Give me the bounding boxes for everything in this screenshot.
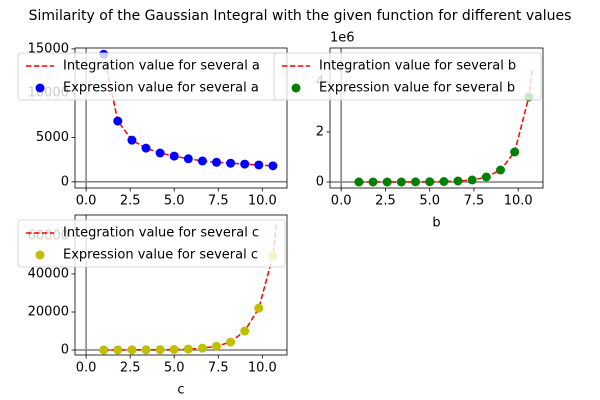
expression-point — [212, 341, 222, 351]
y-tick-label: 5000 — [36, 130, 69, 145]
x-tick-label: 7.5 — [208, 361, 229, 376]
x-axis-label: c — [177, 383, 184, 398]
legend: Integration value for several a Expressio… — [17, 52, 286, 101]
expression-point — [268, 161, 278, 171]
expression-point — [396, 177, 406, 187]
expression-point — [368, 177, 378, 187]
expression-point — [411, 177, 421, 187]
x-tick-label: 10.0 — [248, 194, 277, 209]
x-tick-label: 5.0 — [164, 194, 185, 209]
expression-point — [226, 337, 236, 347]
expression-point — [169, 344, 179, 354]
expression-point — [183, 154, 193, 164]
expression-point — [240, 326, 250, 336]
legend-box — [17, 219, 286, 268]
expression-point — [254, 160, 264, 170]
axes-frame — [74, 47, 288, 189]
expression-point — [496, 165, 506, 175]
expression-point — [113, 345, 123, 355]
x-tick-label: 2.5 — [120, 361, 141, 376]
expression-point — [467, 175, 477, 185]
offset-label: 1e6 — [330, 31, 355, 46]
y-tick-label: 0 — [61, 343, 69, 358]
y-tick-label: 0 — [316, 175, 324, 190]
expression-point — [197, 343, 207, 353]
legend-label: Expression value for several a — [63, 81, 259, 96]
x-tick-label: 0.0 — [331, 194, 352, 209]
axes-frame — [74, 214, 288, 356]
expression-point — [141, 143, 151, 153]
expression-point — [113, 116, 123, 126]
expression-point — [127, 135, 137, 145]
legend-marker — [35, 250, 45, 260]
x-tick-label: 2.5 — [375, 194, 396, 209]
legend-marker — [291, 83, 301, 93]
x-tick-label: 10.0 — [504, 194, 533, 209]
axes: 0.02.55.07.510.0050001000015000Integrati… — [17, 41, 288, 209]
x-tick-label: 2.5 — [120, 194, 141, 209]
expression-point — [183, 344, 193, 354]
expression-point — [510, 147, 520, 157]
figure-title: Similarity of the Gaussian Integral with… — [29, 8, 572, 24]
expression-point — [481, 172, 491, 182]
x-tick-label: 5.0 — [164, 361, 185, 376]
expression-point — [382, 177, 392, 187]
expression-point — [453, 176, 463, 186]
plot-area — [75, 48, 287, 188]
x-axis-label: b — [432, 216, 440, 231]
legend-marker — [35, 83, 45, 93]
x-tick-label: 5.0 — [419, 194, 440, 209]
plot-area — [75, 215, 287, 355]
expression-point — [226, 158, 236, 168]
legend-label: Expression value for several c — [63, 248, 258, 263]
expression-point — [127, 345, 137, 355]
x-tick-label: 7.5 — [464, 194, 485, 209]
expression-point — [212, 157, 222, 167]
axes: 0.02.55.07.510.0024b1e6Integration value… — [273, 31, 544, 231]
y-tick-label: 40000 — [28, 266, 69, 281]
x-tick-label: 0.0 — [76, 194, 97, 209]
expression-point — [425, 177, 435, 187]
expression-point — [141, 345, 151, 355]
y-tick-label: 0 — [61, 174, 69, 189]
y-tick-label: 20000 — [28, 305, 69, 320]
expression-point — [354, 177, 364, 187]
expression-point — [155, 148, 165, 158]
axes: 0.02.55.07.510.00200004000060000cIntegra… — [17, 214, 288, 398]
expression-point — [254, 303, 264, 313]
axes-frame — [329, 47, 544, 189]
legend-label: Expression value for several b — [319, 81, 515, 96]
y-tick-label: 2 — [316, 125, 324, 140]
expression-point — [197, 156, 207, 166]
expression-point — [439, 177, 449, 186]
x-tick-label: 0.0 — [76, 361, 97, 376]
expression-point — [240, 159, 250, 169]
x-tick-label: 10.0 — [248, 361, 277, 376]
legend: Integration value for several c Expressio… — [17, 219, 286, 268]
legend-label: Integration value for several a — [63, 59, 260, 74]
expression-point — [155, 345, 165, 355]
expression-point — [99, 345, 109, 355]
legend-box — [273, 52, 542, 101]
legend: Integration value for several b Expressio… — [273, 52, 542, 101]
legend-label: Integration value for several b — [319, 59, 516, 74]
x-tick-label: 7.5 — [208, 194, 229, 209]
legend-label: Integration value for several c — [63, 226, 259, 241]
expression-point — [169, 151, 179, 161]
